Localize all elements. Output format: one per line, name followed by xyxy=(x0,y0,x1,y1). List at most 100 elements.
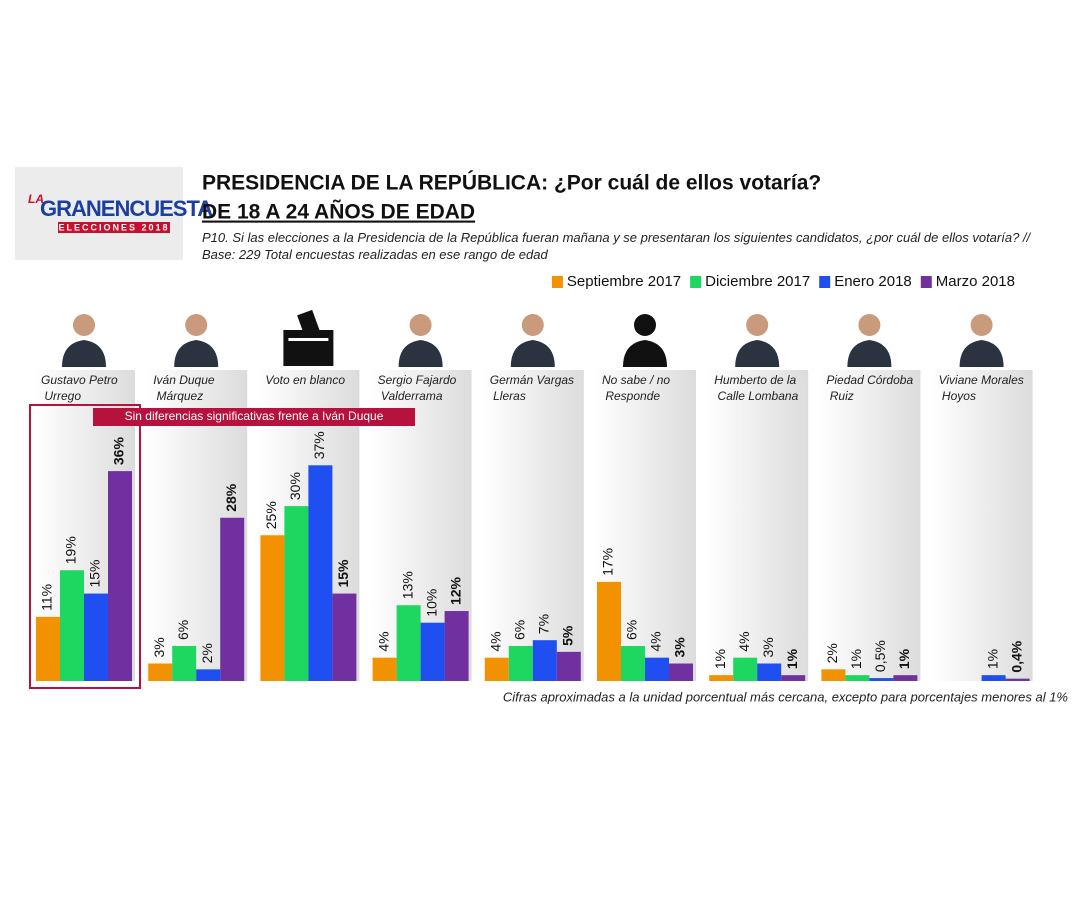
category-label: Germán Vargas Lleras xyxy=(490,373,574,403)
panel xyxy=(818,370,921,681)
portrait-head xyxy=(409,314,432,336)
annotation-band xyxy=(93,408,415,426)
legend-label: Septiembre 2017 xyxy=(567,273,681,290)
category-label: Piedad Córdoba Ruiz xyxy=(826,373,913,403)
logo-box xyxy=(15,167,183,260)
data-label: 30% xyxy=(287,472,303,500)
portrait-head xyxy=(858,314,881,336)
bar xyxy=(396,605,421,681)
bar xyxy=(645,657,669,681)
ballot xyxy=(297,309,320,337)
category-label: Humberto de la Calle Lombana xyxy=(714,373,798,403)
bar xyxy=(821,669,846,681)
portrait-body xyxy=(847,340,892,367)
bar xyxy=(172,646,197,681)
data-label: 3% xyxy=(151,637,167,657)
chart-subtitle: DE 18 A 24 AÑOS DE EDAD xyxy=(202,201,475,224)
data-label: 2% xyxy=(199,643,215,663)
data-label: 28% xyxy=(223,483,239,512)
category-label: Iván Duque Márquez xyxy=(153,373,215,403)
ballot-slot xyxy=(288,338,329,341)
bar xyxy=(308,465,333,681)
portrait-body xyxy=(510,340,555,367)
portrait-head xyxy=(970,314,993,336)
data-label: 37% xyxy=(311,431,327,459)
portrait-body xyxy=(959,340,1004,367)
category-label: Gustavo Petro Urrego xyxy=(41,373,118,403)
question: P10. Si las elecciones a la Presidencia … xyxy=(202,230,1031,262)
data-label: 7% xyxy=(536,614,552,634)
bar xyxy=(284,506,309,681)
data-label: 11% xyxy=(39,584,55,611)
category-label: Voto en blanco xyxy=(265,373,345,387)
bar xyxy=(36,616,60,681)
bar xyxy=(420,622,445,681)
bar xyxy=(621,646,645,681)
data-label: 4% xyxy=(648,631,664,651)
portrait-body xyxy=(623,340,667,367)
legend-label: Diciembre 2017 xyxy=(705,273,810,290)
ballot-box xyxy=(283,330,334,366)
portrait-body xyxy=(398,340,443,367)
legend-label: Enero 2018 xyxy=(834,273,912,290)
bar xyxy=(60,570,84,681)
bar xyxy=(260,535,285,681)
highlight-box xyxy=(29,404,141,689)
data-label: 3% xyxy=(672,637,688,658)
bar xyxy=(845,675,870,681)
portrait-head xyxy=(185,314,208,336)
legend-label: Marzo 2018 xyxy=(936,273,1015,290)
data-label: 6% xyxy=(512,620,528,640)
bar xyxy=(108,471,132,681)
bar xyxy=(556,651,581,681)
portrait-body xyxy=(174,340,219,367)
bar xyxy=(669,663,693,681)
logo-band xyxy=(58,222,170,233)
annotation: Sin diferencias significativas frente a … xyxy=(125,409,384,423)
data-label: 12% xyxy=(447,576,463,605)
bar xyxy=(220,517,245,681)
data-label: 13% xyxy=(399,571,415,599)
data-label: 36% xyxy=(111,437,127,466)
bar xyxy=(869,678,894,681)
panel xyxy=(706,370,809,681)
legend-swatch xyxy=(690,276,702,288)
data-label: 1% xyxy=(784,648,800,669)
data-label: 4% xyxy=(488,631,504,651)
logo-text: ELECCIONES 2018 xyxy=(58,222,169,232)
data-label: 15% xyxy=(87,560,103,588)
bar xyxy=(532,640,557,681)
portrait-head xyxy=(521,314,544,336)
footnote: Cifras aproximadas a la unidad porcentua… xyxy=(503,689,1068,704)
legend-swatch xyxy=(819,276,831,288)
data-label: 0,5% xyxy=(872,640,888,672)
data-label: 1% xyxy=(896,648,912,669)
portrait-head xyxy=(634,314,656,336)
chart-title: PRESIDENCIA DE LA REPÚBLICA: ¿Por cuál d… xyxy=(202,171,821,195)
bar xyxy=(196,669,221,681)
bar xyxy=(709,675,734,681)
bar xyxy=(484,657,509,681)
data-label: 2% xyxy=(824,643,840,663)
data-label: 0,4% xyxy=(1008,640,1024,672)
data-label: 1% xyxy=(984,649,1000,669)
category-label: Sergio Fajardo Valderrama xyxy=(378,373,457,403)
bar xyxy=(981,675,1006,681)
bar xyxy=(372,657,397,681)
bar xyxy=(84,593,108,681)
data-label: 19% xyxy=(63,536,79,564)
bar xyxy=(444,611,469,681)
bar xyxy=(893,675,918,681)
logo-text: GRANENCUESTA xyxy=(40,196,213,221)
data-label: 4% xyxy=(736,631,752,651)
data-label: 10% xyxy=(423,589,439,617)
logo-text: LA xyxy=(28,192,44,206)
portrait-body xyxy=(62,340,106,367)
category-label: No sabe / no Responde xyxy=(602,373,670,403)
bar xyxy=(733,657,758,681)
data-label: 15% xyxy=(335,559,351,588)
data-label: 1% xyxy=(848,649,864,669)
data-label: 6% xyxy=(624,620,640,640)
